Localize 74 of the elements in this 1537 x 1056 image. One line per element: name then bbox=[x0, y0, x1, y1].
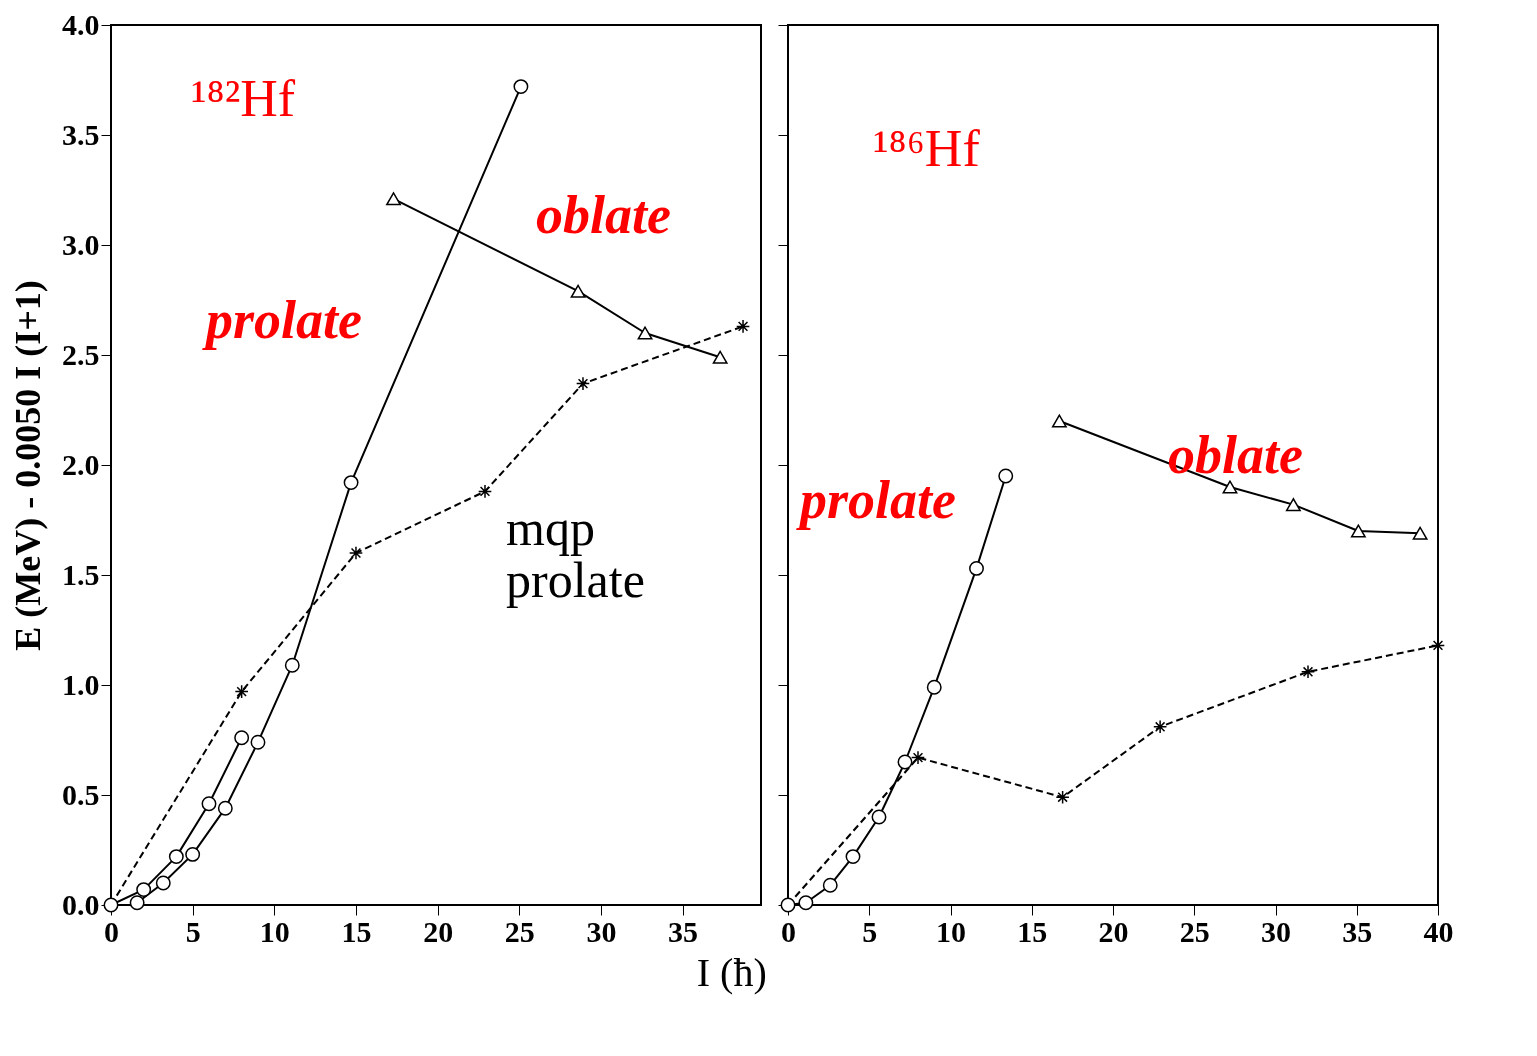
point bbox=[798, 895, 814, 911]
point bbox=[570, 284, 586, 298]
point bbox=[1153, 719, 1168, 734]
point bbox=[217, 800, 233, 816]
point bbox=[926, 679, 942, 695]
point bbox=[1412, 526, 1428, 540]
point bbox=[910, 750, 926, 765]
y-tick-label: 0.5 bbox=[62, 777, 100, 811]
point bbox=[822, 877, 838, 893]
point bbox=[637, 326, 653, 340]
x-tick-label: 25 bbox=[1179, 914, 1210, 948]
x-tick-label: 0 bbox=[781, 914, 796, 948]
x-axis-title: I (ħ) bbox=[696, 950, 767, 995]
point bbox=[129, 895, 145, 911]
point bbox=[136, 882, 152, 898]
point bbox=[1051, 414, 1067, 428]
annotation: ¹⁸⁶Hf bbox=[873, 120, 981, 177]
x-tick-label: 15 bbox=[341, 914, 372, 948]
y-tick-label: 0.0 bbox=[62, 887, 100, 921]
point bbox=[735, 319, 751, 334]
x-tick-label: 30 bbox=[1261, 914, 1291, 948]
y-tick-label: 3.5 bbox=[62, 117, 100, 151]
point bbox=[234, 684, 249, 699]
point bbox=[1350, 524, 1366, 538]
point bbox=[1222, 480, 1238, 494]
y-tick-label: 1.0 bbox=[62, 667, 100, 701]
x-tick-label: 10 bbox=[936, 914, 966, 948]
point bbox=[477, 484, 493, 499]
point bbox=[897, 754, 913, 770]
y-tick-label: 1.5 bbox=[62, 557, 100, 591]
y-tick-label: 2.5 bbox=[62, 337, 100, 371]
point bbox=[513, 79, 529, 95]
point bbox=[1285, 498, 1301, 512]
point bbox=[1300, 664, 1316, 679]
point bbox=[284, 657, 300, 673]
point bbox=[1430, 638, 1446, 653]
point bbox=[575, 376, 591, 391]
point bbox=[1055, 790, 1070, 805]
point bbox=[712, 350, 728, 364]
point bbox=[201, 796, 217, 812]
point bbox=[348, 545, 364, 561]
x-tick-label: 25 bbox=[504, 914, 535, 948]
annotation: ¹⁸²Hf bbox=[191, 70, 296, 127]
point bbox=[250, 734, 266, 750]
x-tick-label: 5 bbox=[862, 914, 878, 948]
point bbox=[998, 468, 1014, 484]
x-tick-label: 35 bbox=[1342, 914, 1373, 948]
point bbox=[168, 849, 184, 865]
y-tick-label: 2.0 bbox=[62, 447, 100, 481]
x-tick-label: 15 bbox=[1017, 914, 1048, 948]
y-tick-label: 3.0 bbox=[62, 227, 100, 261]
point bbox=[969, 560, 984, 576]
y-tick-label: 4.0 bbox=[62, 7, 100, 41]
x-tick-label: 20 bbox=[1098, 914, 1129, 948]
point bbox=[234, 730, 250, 746]
x-tick-label: 30 bbox=[586, 914, 617, 948]
point bbox=[343, 475, 359, 491]
x-tick-label: 40 bbox=[1423, 914, 1454, 948]
point bbox=[386, 192, 401, 206]
series-label: oblate bbox=[1168, 425, 1303, 485]
legend-label: oblate bbox=[536, 185, 671, 245]
series-label: prolate bbox=[796, 470, 956, 530]
point bbox=[871, 809, 887, 825]
x-tick-label: 0 bbox=[104, 914, 119, 948]
x-tick-label: 20 bbox=[423, 914, 454, 948]
x-tick-label: 5 bbox=[185, 914, 201, 948]
x-tick-label: 10 bbox=[259, 914, 290, 948]
point bbox=[185, 846, 201, 862]
series-label: prolate bbox=[202, 290, 362, 350]
y-axis-title: E (MeV) - 0.0050 I (I+1) bbox=[8, 280, 48, 651]
point bbox=[155, 875, 171, 891]
point bbox=[845, 849, 861, 865]
x-tick-label: 35 bbox=[668, 914, 699, 948]
series-label: mqp prolate bbox=[506, 500, 645, 608]
